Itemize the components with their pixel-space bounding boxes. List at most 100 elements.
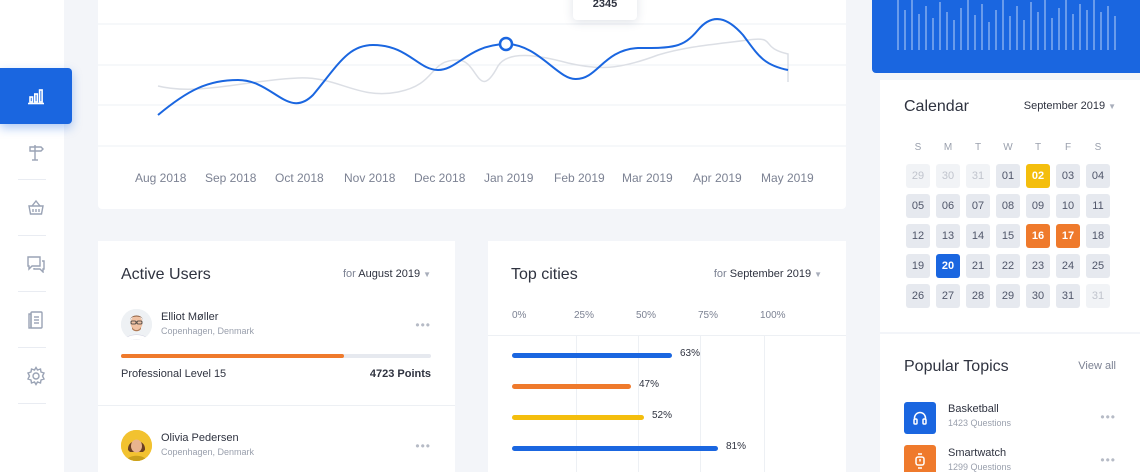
value-tooltip: 2345 bbox=[573, 0, 637, 20]
active-users-title: Active Users bbox=[121, 266, 211, 283]
city-bar[interactable] bbox=[512, 353, 672, 358]
calendar-day[interactable]: 24 bbox=[1056, 254, 1080, 278]
sidebar-item-documents[interactable] bbox=[0, 292, 72, 348]
calendar-day[interactable]: 29 bbox=[906, 164, 930, 188]
calendar-day[interactable]: 31 bbox=[1086, 284, 1110, 308]
month-label: Nov 2018 bbox=[344, 171, 396, 185]
calendar-day[interactable]: 23 bbox=[1026, 254, 1050, 278]
active-users-period-select[interactable]: for August 2019 ▼ bbox=[343, 268, 431, 280]
calendar-day[interactable]: 30 bbox=[1026, 284, 1050, 308]
month-label: Sep 2018 bbox=[205, 171, 257, 185]
calendar-day[interactable]: 13 bbox=[936, 224, 960, 248]
sidebar-item-signpost[interactable] bbox=[0, 124, 72, 180]
calendar-day[interactable]: 30 bbox=[936, 164, 960, 188]
bar-value-label: 47% bbox=[639, 379, 660, 390]
user-name[interactable]: Olivia Pedersen bbox=[161, 432, 239, 444]
calendar-day[interactable]: 16 bbox=[1026, 224, 1050, 248]
topic-questions: 1423 Questions bbox=[948, 418, 1012, 428]
calendar-day[interactable]: 19 bbox=[906, 254, 930, 278]
topic-name[interactable]: Basketball bbox=[948, 403, 999, 415]
calendar-day[interactable]: 25 bbox=[1086, 254, 1110, 278]
calendar-day[interactable]: 06 bbox=[936, 194, 960, 218]
city-bar[interactable] bbox=[512, 415, 644, 420]
x-tick-label: 75% bbox=[698, 310, 719, 321]
calendar-day[interactable]: 22 bbox=[996, 254, 1020, 278]
view-all-link[interactable]: View all bbox=[1078, 360, 1116, 372]
topic-name[interactable]: Smartwatch bbox=[948, 447, 1007, 459]
grid-line bbox=[700, 336, 701, 472]
top-cities-card: Top cities for September 2019 ▼ 0% 25% 50% 7… bbox=[488, 241, 846, 472]
calendar-day[interactable]: 26 bbox=[906, 284, 930, 308]
calendar-day[interactable]: 31 bbox=[1056, 284, 1080, 308]
top-cities-period-select[interactable]: for September 2019 ▼ bbox=[714, 268, 822, 280]
calendar-month-select[interactable]: September 2019 ▼ bbox=[1024, 100, 1116, 112]
sidebar-item-settings[interactable] bbox=[0, 348, 72, 404]
topic-basketball-icon-tile[interactable] bbox=[904, 402, 936, 434]
level-progress-bar bbox=[121, 354, 431, 358]
calendar-day[interactable]: 15 bbox=[996, 224, 1020, 248]
sidebar-item-analytics[interactable] bbox=[0, 68, 72, 124]
more-options-icon[interactable]: ••• bbox=[1100, 410, 1116, 424]
month-label: Oct 2018 bbox=[275, 171, 324, 185]
watch-icon bbox=[915, 453, 925, 469]
filter-value: September 2019 bbox=[729, 268, 812, 280]
calendar-day[interactable]: 14 bbox=[966, 224, 990, 248]
city-bar[interactable] bbox=[512, 384, 631, 389]
sidebar-item-messages[interactable] bbox=[0, 236, 72, 292]
more-options-icon[interactable]: ••• bbox=[415, 439, 431, 453]
grid-line bbox=[638, 336, 639, 472]
sidebar-item-basket[interactable] bbox=[0, 180, 72, 236]
calendar-day[interactable]: 11 bbox=[1086, 194, 1110, 218]
grid-line bbox=[576, 336, 577, 472]
calendar-day[interactable]: 03 bbox=[1056, 164, 1080, 188]
x-tick-label: 50% bbox=[636, 310, 657, 321]
calendar-day[interactable]: 05 bbox=[906, 194, 930, 218]
topic-smartwatch-icon-tile[interactable] bbox=[904, 445, 936, 472]
more-options-icon[interactable]: ••• bbox=[415, 318, 431, 332]
weekday-label: F bbox=[1064, 142, 1072, 153]
avatar bbox=[121, 430, 152, 461]
calendar-day[interactable]: 20 bbox=[936, 254, 960, 278]
sidebar bbox=[0, 0, 72, 472]
primary-line bbox=[157, 18, 789, 116]
calendar-day[interactable]: 21 bbox=[966, 254, 990, 278]
calendar-day[interactable]: 27 bbox=[936, 284, 960, 308]
calendar-day[interactable]: 08 bbox=[996, 194, 1020, 218]
user-points: 4723 Points bbox=[369, 368, 431, 380]
month-label: May 2019 bbox=[761, 171, 814, 185]
calendar-day[interactable]: 01 bbox=[996, 164, 1020, 188]
calendar-day[interactable]: 04 bbox=[1086, 164, 1110, 188]
calendar-day[interactable]: 28 bbox=[966, 284, 990, 308]
traffic-chart-card: 2345 Aug 2018 Sep 2018 Oct 2018 Nov 2018… bbox=[98, 0, 846, 209]
month-label: Dec 2018 bbox=[414, 171, 466, 185]
user-location: Copenhagen, Denmark bbox=[161, 447, 255, 457]
weekday-label: S bbox=[1094, 142, 1102, 153]
filter-value: August 2019 bbox=[358, 268, 421, 280]
calendar-day[interactable]: 18 bbox=[1086, 224, 1110, 248]
calendar-day[interactable]: 29 bbox=[996, 284, 1020, 308]
bar-pattern-graphic bbox=[897, 0, 1116, 50]
calendar-day[interactable]: 10 bbox=[1056, 194, 1080, 218]
calendar-day[interactable]: 07 bbox=[966, 194, 990, 218]
calendar-day[interactable]: 09 bbox=[1026, 194, 1050, 218]
bar-value-label: 81% bbox=[726, 441, 747, 452]
calendar-day[interactable]: 31 bbox=[966, 164, 990, 188]
calendar-day[interactable]: 02 bbox=[1026, 164, 1050, 188]
calendar-day[interactable]: 12 bbox=[906, 224, 930, 248]
stats-banner-card bbox=[872, 0, 1140, 73]
top-cities-title: Top cities bbox=[511, 266, 578, 283]
topics-title: Popular Topics bbox=[904, 358, 1009, 375]
chevron-down-icon: ▼ bbox=[423, 270, 431, 279]
filter-prefix: for bbox=[713, 268, 727, 280]
month-label: Feb 2019 bbox=[554, 171, 605, 185]
weekday-label: T bbox=[974, 142, 982, 153]
calendar-day[interactable]: 17 bbox=[1056, 224, 1080, 248]
city-bar[interactable] bbox=[512, 446, 718, 451]
month-label: Mar 2019 bbox=[622, 171, 673, 185]
user-name[interactable]: Elliot Møller bbox=[161, 311, 219, 323]
calendar-month-label: September 2019 bbox=[1023, 100, 1106, 112]
user-level: Professional Level 15 bbox=[121, 368, 227, 380]
filter-prefix: for bbox=[343, 268, 356, 280]
weekday-label: M bbox=[943, 142, 953, 153]
more-options-icon[interactable]: ••• bbox=[1100, 453, 1116, 467]
